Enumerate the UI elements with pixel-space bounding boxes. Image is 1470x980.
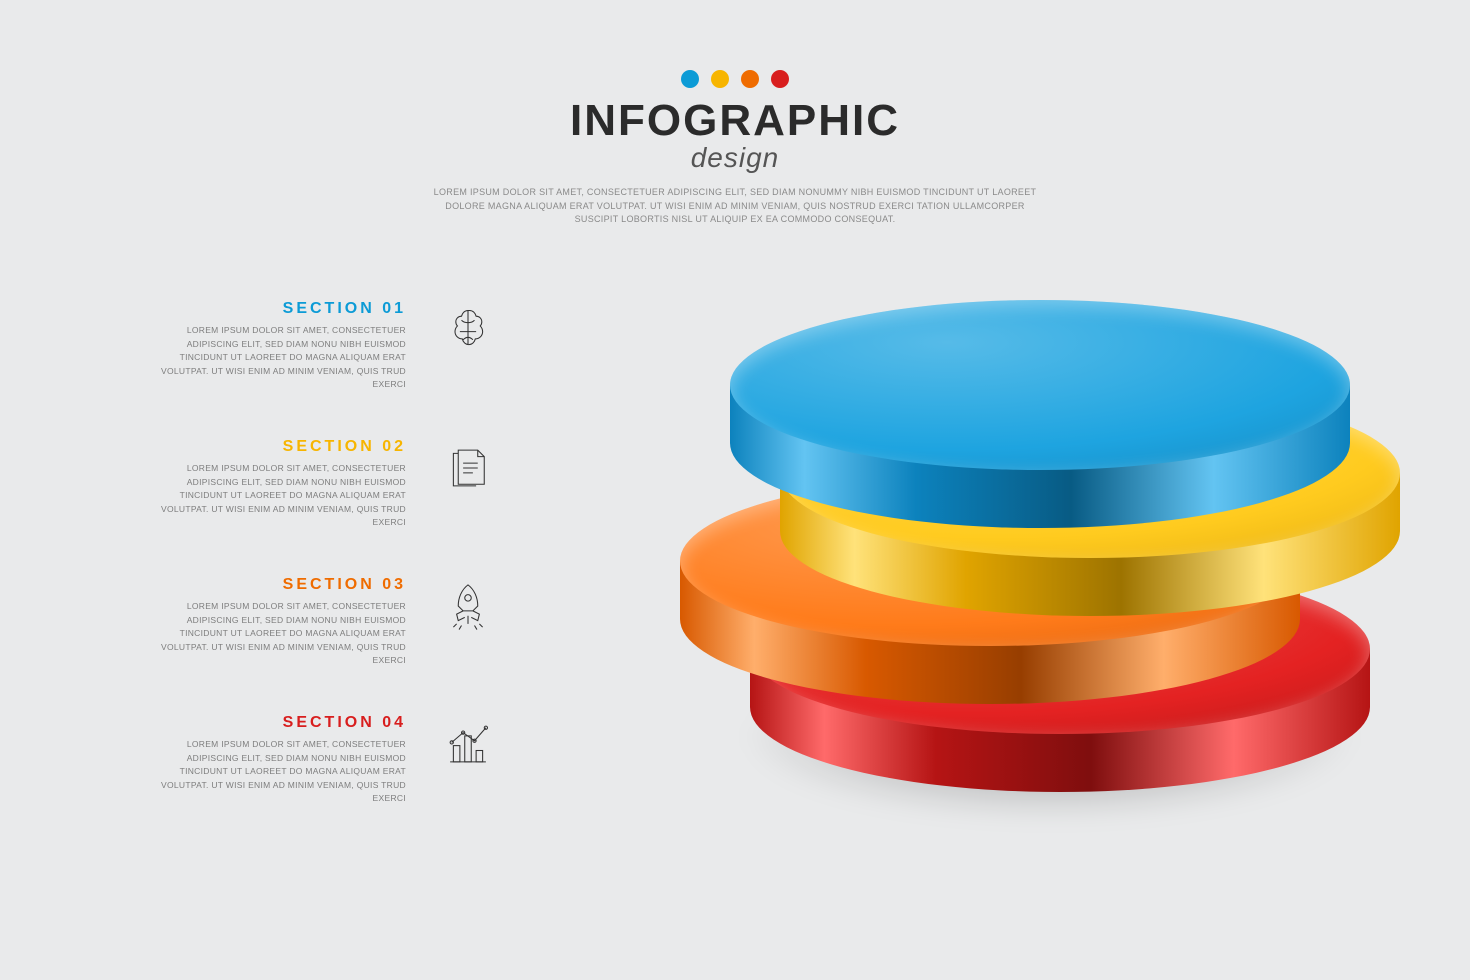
section-03: SECTION 03 LOREM IPSUM DOLOR SIT AMET, C… [160, 576, 500, 668]
section-04: SECTION 04 LOREM IPSUM DOLOR SIT AMET, C… [160, 714, 500, 806]
page-title: INFOGRAPHIC [0, 96, 1470, 146]
section-title: SECTION 01 [160, 300, 406, 318]
dot-4 [771, 70, 789, 88]
dot-2 [711, 70, 729, 88]
page-intro: LOREM IPSUM DOLOR SIT AMET, CONSECTETUER… [425, 186, 1045, 227]
header-dots [0, 70, 1470, 88]
section-body: LOREM IPSUM DOLOR SIT AMET, CONSECTETUER… [160, 738, 406, 806]
header: INFOGRAPHIC design LOREM IPSUM DOLOR SIT… [0, 70, 1470, 227]
disc-1 [730, 300, 1350, 528]
document-icon [436, 438, 500, 494]
chart-icon [436, 714, 500, 770]
section-01: SECTION 01 LOREM IPSUM DOLOR SIT AMET, C… [160, 300, 500, 392]
section-02: SECTION 02 LOREM IPSUM DOLOR SIT AMET, C… [160, 438, 500, 530]
section-title: SECTION 04 [160, 714, 406, 732]
rocket-icon [436, 576, 500, 632]
section-body: LOREM IPSUM DOLOR SIT AMET, CONSECTETUER… [160, 600, 406, 668]
dot-3 [741, 70, 759, 88]
section-title: SECTION 02 [160, 438, 406, 456]
brain-icon [436, 300, 500, 356]
dot-1 [681, 70, 699, 88]
sections-column: SECTION 01 LOREM IPSUM DOLOR SIT AMET, C… [160, 300, 500, 852]
section-body: LOREM IPSUM DOLOR SIT AMET, CONSECTETUER… [160, 462, 406, 530]
page-subtitle: design [0, 142, 1470, 174]
section-title: SECTION 03 [160, 576, 406, 594]
section-body: LOREM IPSUM DOLOR SIT AMET, CONSECTETUER… [160, 324, 406, 392]
disc-stack [710, 300, 1330, 880]
